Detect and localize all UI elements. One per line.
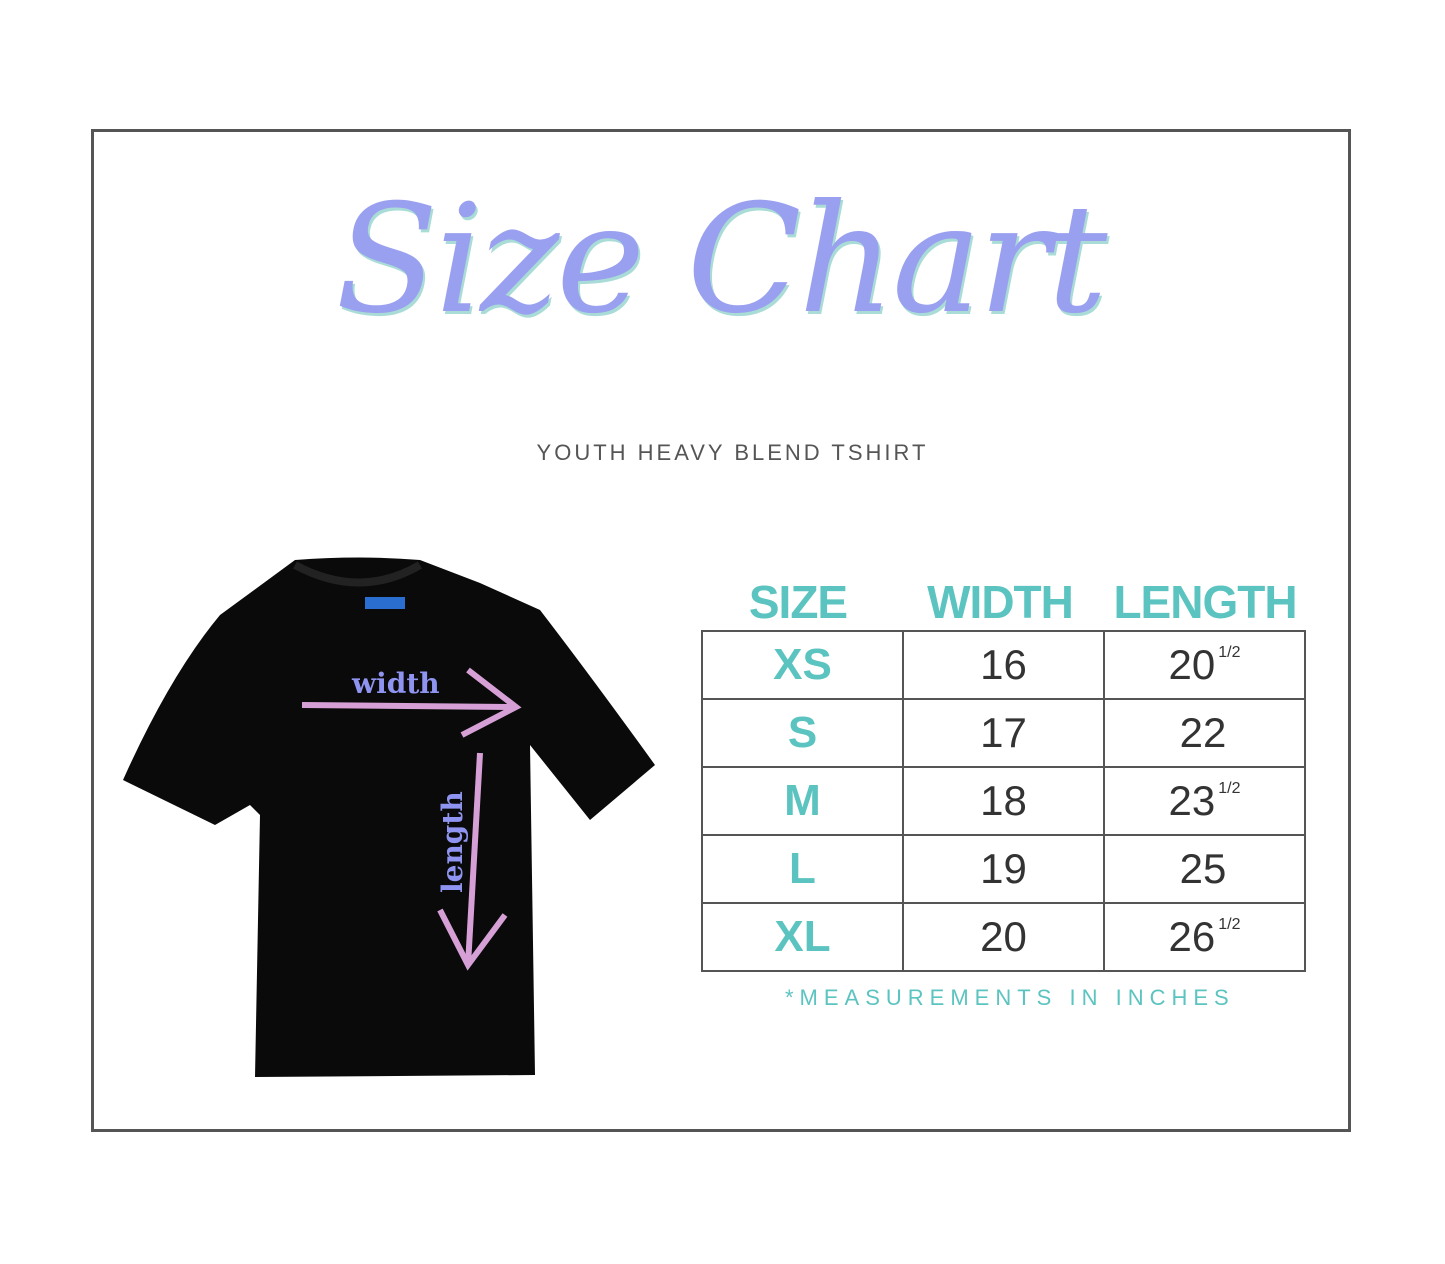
table-row: XL 20 26 1/2 bbox=[701, 902, 1306, 972]
measurement-note: *MEASUREMENTS IN INCHES bbox=[785, 985, 1235, 1010]
length-value: 26 bbox=[1168, 913, 1216, 960]
size-cell: L bbox=[701, 834, 904, 904]
width-cell: 16 bbox=[902, 630, 1105, 700]
length-value: 25 bbox=[1179, 845, 1227, 892]
width-cell: 19 bbox=[902, 834, 1105, 904]
width-arrow-head bbox=[460, 667, 522, 738]
length-arrow-head bbox=[437, 908, 508, 971]
length-fraction: 1/2 bbox=[1218, 644, 1241, 661]
page-title: Size Chart bbox=[335, 173, 1108, 347]
length-cell: 20 1/2 bbox=[1103, 630, 1306, 700]
length-fraction: 1/2 bbox=[1218, 780, 1241, 797]
header-length: LENGTH bbox=[1113, 576, 1297, 628]
length-fraction: 1/2 bbox=[1218, 916, 1241, 933]
chart-frame bbox=[91, 129, 1351, 1132]
tshirt-diagram: width length bbox=[123, 557, 655, 1077]
length-label: length bbox=[436, 791, 469, 893]
table-row: M 18 23 1/2 bbox=[701, 766, 1306, 836]
length-arrow bbox=[465, 752, 483, 966]
width-arrow bbox=[301, 702, 516, 710]
length-value: 20 bbox=[1168, 641, 1216, 688]
tag bbox=[365, 597, 405, 609]
product-subtitle: YOUTH HEAVY BLEND TSHIRT bbox=[536, 440, 929, 465]
size-table: XS 16 20 1/2 S 17 22 M 18 23 1/2 L 19 25 XL 20… bbox=[701, 630, 1306, 972]
length-value: 23 bbox=[1168, 777, 1216, 824]
header-size: SIZE bbox=[748, 576, 848, 628]
length-cell: 25 bbox=[1103, 834, 1306, 904]
length-cell: 26 1/2 bbox=[1103, 902, 1306, 972]
table-row: S 17 22 bbox=[701, 698, 1306, 768]
size-cell: XL bbox=[701, 902, 904, 972]
length-cell: 23 1/2 bbox=[1103, 766, 1306, 836]
length-value: 22 bbox=[1179, 709, 1227, 756]
table-row: L 19 25 bbox=[701, 834, 1306, 904]
collar bbox=[293, 561, 423, 587]
table-row: XS 16 20 1/2 bbox=[701, 630, 1306, 700]
width-label: width bbox=[351, 667, 440, 700]
width-cell: 18 bbox=[902, 766, 1105, 836]
size-cell: M bbox=[701, 766, 904, 836]
tshirt-shape bbox=[123, 557, 655, 1077]
width-cell: 17 bbox=[902, 698, 1105, 768]
size-cell: S bbox=[701, 698, 904, 768]
size-cell: XS bbox=[701, 630, 904, 700]
length-cell: 22 bbox=[1103, 698, 1306, 768]
width-cell: 20 bbox=[902, 902, 1105, 972]
header-width: WIDTH bbox=[927, 576, 1074, 628]
